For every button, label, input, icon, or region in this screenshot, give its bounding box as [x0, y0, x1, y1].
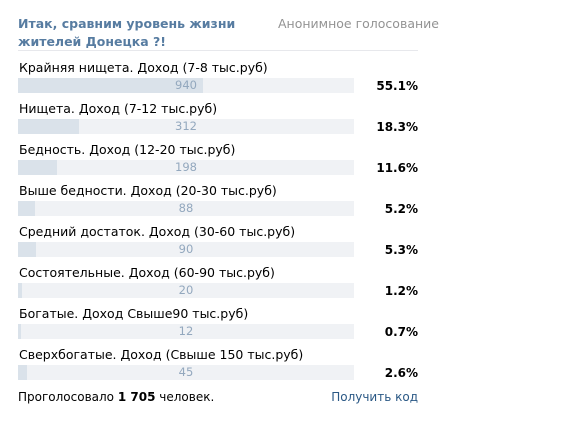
- answer-percent: 55.1%: [376, 79, 418, 93]
- answer-label: Средний достаток. Доход (30-60 тыс.руб): [19, 224, 296, 239]
- poll-answer[interactable]: Бедность. Доход (12-20 тыс.руб) 198 11.6…: [18, 142, 418, 176]
- answer-label: Бедность. Доход (12-20 тыс.руб): [19, 142, 236, 157]
- answer-vote-count: 198: [175, 160, 197, 174]
- poll-answer[interactable]: Сверхбогатые. Доход (Свыше 150 тыс.руб) …: [18, 347, 418, 381]
- answer-vote-count: 90: [178, 242, 194, 256]
- answer-bar-fill: [18, 201, 36, 216]
- poll-answer[interactable]: Крайняя нищета. Доход (7-8 тыс.руб) 940 …: [18, 60, 418, 94]
- answer-percent: 0.7%: [384, 325, 418, 339]
- total-votes-count: 1 705: [117, 390, 156, 404]
- answer-percent: 18.3%: [376, 120, 418, 134]
- total-votes-prefix: Проголосовало: [18, 390, 115, 404]
- answer-bar-track: 198: [18, 160, 354, 175]
- answer-label: Выше бедности. Доход (20-30 тыс.руб): [19, 183, 277, 198]
- poll-title: Итак, сравним уровень жизни жителей Доне…: [18, 16, 236, 49]
- answer-bar-fill: [18, 78, 204, 93]
- poll-answer[interactable]: Богатые. Доход Свыше90 тыс.руб) 12 0.7%: [18, 306, 418, 340]
- divider: [18, 50, 418, 51]
- answer-percent: 1.2%: [384, 284, 418, 298]
- answer-vote-count: 312: [175, 119, 197, 133]
- answer-bar-fill: [18, 283, 23, 298]
- total-votes-suffix: человек.: [159, 390, 215, 404]
- answer-percent: 11.6%: [376, 161, 418, 175]
- poll-answer[interactable]: Выше бедности. Доход (20-30 тыс.руб) 88 …: [18, 183, 418, 217]
- answer-vote-count: 88: [178, 201, 194, 215]
- poll-answer[interactable]: Состоятельные. Доход (60-90 тыс.руб) 20 …: [18, 265, 418, 299]
- answer-percent: 2.6%: [384, 366, 418, 380]
- answer-bar-track: 90: [18, 242, 354, 257]
- answer-vote-count: 940: [175, 78, 197, 92]
- answer-label: Богатые. Доход Свыше90 тыс.руб): [19, 306, 249, 321]
- total-votes-text: Проголосовало 1 705 человек.: [18, 390, 214, 405]
- answer-bar-track: 312: [18, 119, 354, 134]
- answer-vote-count: 45: [178, 365, 194, 379]
- answer-label: Состоятельные. Доход (60-90 тыс.руб): [19, 265, 275, 280]
- answer-label: Сверхбогатые. Доход (Свыше 150 тыс.руб): [19, 347, 304, 362]
- answer-bar-fill: [18, 324, 22, 339]
- answer-percent: 5.2%: [384, 202, 418, 216]
- answer-bar-fill: [18, 119, 80, 134]
- answer-bar-fill: [18, 242, 36, 257]
- answer-bar-track: 88: [18, 201, 354, 216]
- answer-bar-fill: [18, 160, 57, 175]
- answer-percent: 5.3%: [384, 243, 418, 257]
- answer-bar-track: 45: [18, 365, 354, 380]
- answer-bar-track: 940: [18, 78, 354, 93]
- poll-type-label: Анонимное голосование: [278, 16, 439, 31]
- answer-vote-count: 20: [178, 283, 194, 297]
- answer-label: Крайняя нищета. Доход (7-8 тыс.руб): [19, 60, 268, 75]
- answer-bar-track: 12: [18, 324, 354, 339]
- answer-bar-fill: [18, 365, 27, 380]
- poll-answer[interactable]: Нищета. Доход (7-12 тыс.руб) 312 18.3%: [18, 101, 418, 135]
- poll-answer[interactable]: Средний достаток. Доход (30-60 тыс.руб) …: [18, 224, 418, 258]
- get-code-link[interactable]: Получить код: [331, 390, 418, 404]
- answer-vote-count: 12: [178, 324, 194, 338]
- answer-bar-track: 20: [18, 283, 354, 298]
- answer-label: Нищета. Доход (7-12 тыс.руб): [19, 101, 218, 116]
